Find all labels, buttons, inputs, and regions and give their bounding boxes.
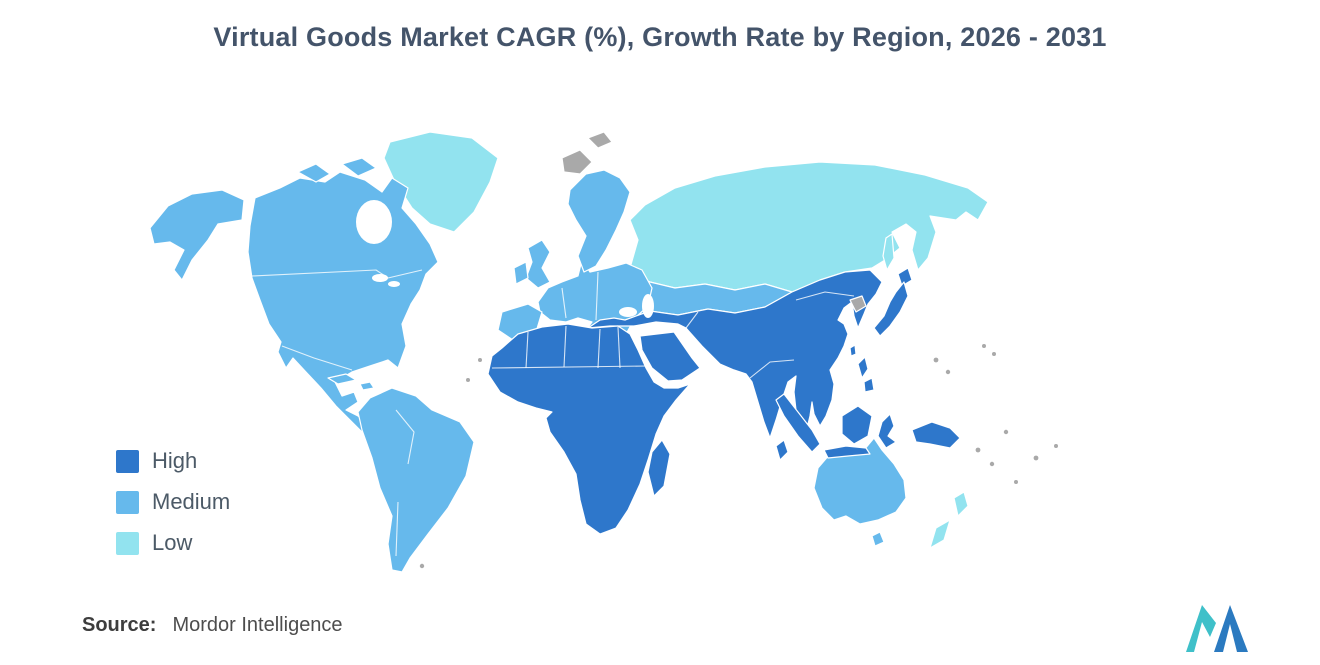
region-arabia bbox=[639, 331, 701, 382]
legend-swatch-low bbox=[116, 531, 139, 555]
region-new-guinea bbox=[911, 421, 961, 449]
region-svalbard bbox=[587, 131, 613, 149]
region-java bbox=[823, 445, 871, 459]
source-value: Mordor Intelligence bbox=[172, 614, 343, 636]
region-borneo bbox=[841, 405, 873, 445]
mordor-intelligence-logo bbox=[1186, 605, 1248, 652]
world-map bbox=[149, 131, 1058, 573]
region-north-america bbox=[247, 171, 439, 433]
world-map-figure bbox=[130, 120, 1110, 590]
region-alaska bbox=[149, 189, 245, 281]
region-north-korea bbox=[849, 295, 867, 313]
region-russia bbox=[629, 161, 989, 293]
inland-seas bbox=[356, 200, 654, 318]
black-sea bbox=[619, 307, 637, 317]
region-sumatra bbox=[775, 393, 821, 453]
region-madagascar bbox=[647, 439, 671, 497]
region-tasmania bbox=[871, 531, 885, 547]
source-line: Source: Mordor Intelligence bbox=[82, 614, 343, 637]
hudson-bay bbox=[356, 200, 392, 244]
region-scandinavia bbox=[567, 169, 631, 273]
logo-right-shape bbox=[1214, 605, 1248, 652]
region-taiwan bbox=[849, 344, 857, 357]
legend-label-low: Low bbox=[152, 530, 193, 555]
region-philippines-mindanao bbox=[863, 377, 875, 393]
legend-swatch-medium bbox=[116, 490, 139, 514]
logo-left-shape bbox=[1186, 605, 1216, 652]
legend-label-high: High bbox=[152, 448, 198, 473]
region-japan-hokkaido bbox=[897, 267, 913, 287]
region-south-america bbox=[357, 387, 475, 573]
legend-item-medium: Medium bbox=[116, 489, 230, 515]
region-sakhalin bbox=[882, 233, 895, 271]
region-japan-honshu bbox=[873, 281, 909, 337]
country-borders bbox=[251, 269, 855, 557]
source-label: Source: bbox=[82, 614, 157, 636]
page-title: Virtual Goods Market CAGR (%), Growth Ra… bbox=[213, 22, 1107, 52]
legend-item-high: High bbox=[116, 448, 230, 474]
legend-item-low: Low bbox=[116, 530, 230, 556]
region-philippines-luzon bbox=[857, 356, 869, 379]
pacific-islands bbox=[419, 344, 1058, 569]
arctic-island-west bbox=[297, 163, 331, 183]
arctic-island-east bbox=[341, 157, 377, 177]
region-asia-middle-east bbox=[587, 269, 883, 443]
legend: High Medium Low bbox=[116, 448, 230, 571]
region-new-zealand-north bbox=[953, 491, 969, 517]
great-lake-west bbox=[372, 274, 388, 282]
region-greenland bbox=[383, 131, 499, 233]
great-lake-east bbox=[388, 281, 400, 287]
region-hispaniola bbox=[359, 381, 375, 391]
region-africa bbox=[487, 323, 691, 535]
region-new-zealand-south bbox=[929, 519, 951, 549]
caspian-sea bbox=[642, 294, 654, 318]
region-cuba bbox=[327, 373, 357, 385]
region-sulawesi bbox=[877, 413, 897, 449]
legend-label-medium: Medium bbox=[152, 489, 231, 514]
region-sri-lanka bbox=[775, 439, 789, 461]
legend-swatch-high bbox=[116, 449, 139, 473]
region-ireland bbox=[513, 261, 529, 285]
region-iceland bbox=[561, 149, 593, 175]
region-united-kingdom bbox=[525, 239, 551, 289]
